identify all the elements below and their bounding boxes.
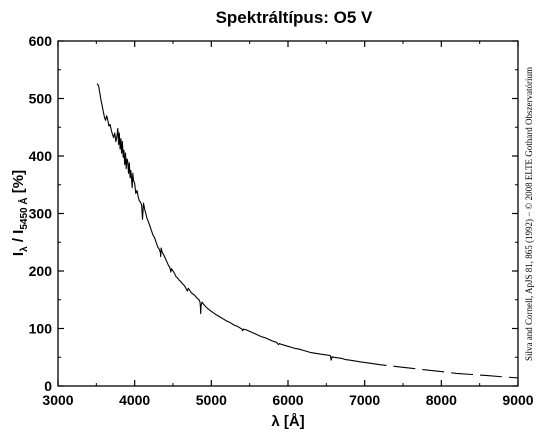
y-tick-label: 600: [29, 33, 53, 49]
x-tick-label: 8000: [426, 392, 457, 408]
y-tick-label: 500: [29, 91, 53, 107]
ticks-layer: 3000 4000 5000 6000 7000 8000 9000 0 100 200 300 40…: [29, 33, 534, 408]
credit-text: Silva and Cornell, ApJS 81, 865 (1992) −…: [524, 67, 534, 361]
x-tick-label: 5000: [196, 392, 227, 408]
y-tick-label: 300: [29, 206, 53, 222]
y-axis-label: Iλ / I5450 Å [%]: [10, 170, 30, 256]
y-tick-label: 0: [44, 378, 52, 394]
y-tick-label: 200: [29, 263, 53, 279]
y-tick-label: 400: [29, 148, 53, 164]
y-label-sub1: λ: [19, 246, 30, 252]
y-label-sub2: 5450 Å: [17, 197, 30, 229]
y-label-sep: / I: [10, 230, 27, 247]
x-tick-label: 7000: [349, 392, 380, 408]
spectrum-line: [96, 83, 365, 363]
x-tick-label: 4000: [119, 392, 150, 408]
x-tick-label: 6000: [272, 392, 303, 408]
spectrum-line-extrapolated: [364, 361, 519, 379]
series-layer: [96, 83, 519, 379]
x-axis-label: λ [Å]: [271, 413, 304, 430]
y-label-main: I: [10, 252, 27, 256]
plot-frame: [57, 40, 519, 387]
x-tick-label: 3000: [42, 392, 73, 408]
y-tick-label: 100: [29, 321, 53, 337]
x-tick-label: 9000: [502, 392, 533, 408]
y-label-unit: [%]: [10, 170, 27, 198]
chart-title: Spektráltípus: O5 V: [216, 8, 373, 27]
